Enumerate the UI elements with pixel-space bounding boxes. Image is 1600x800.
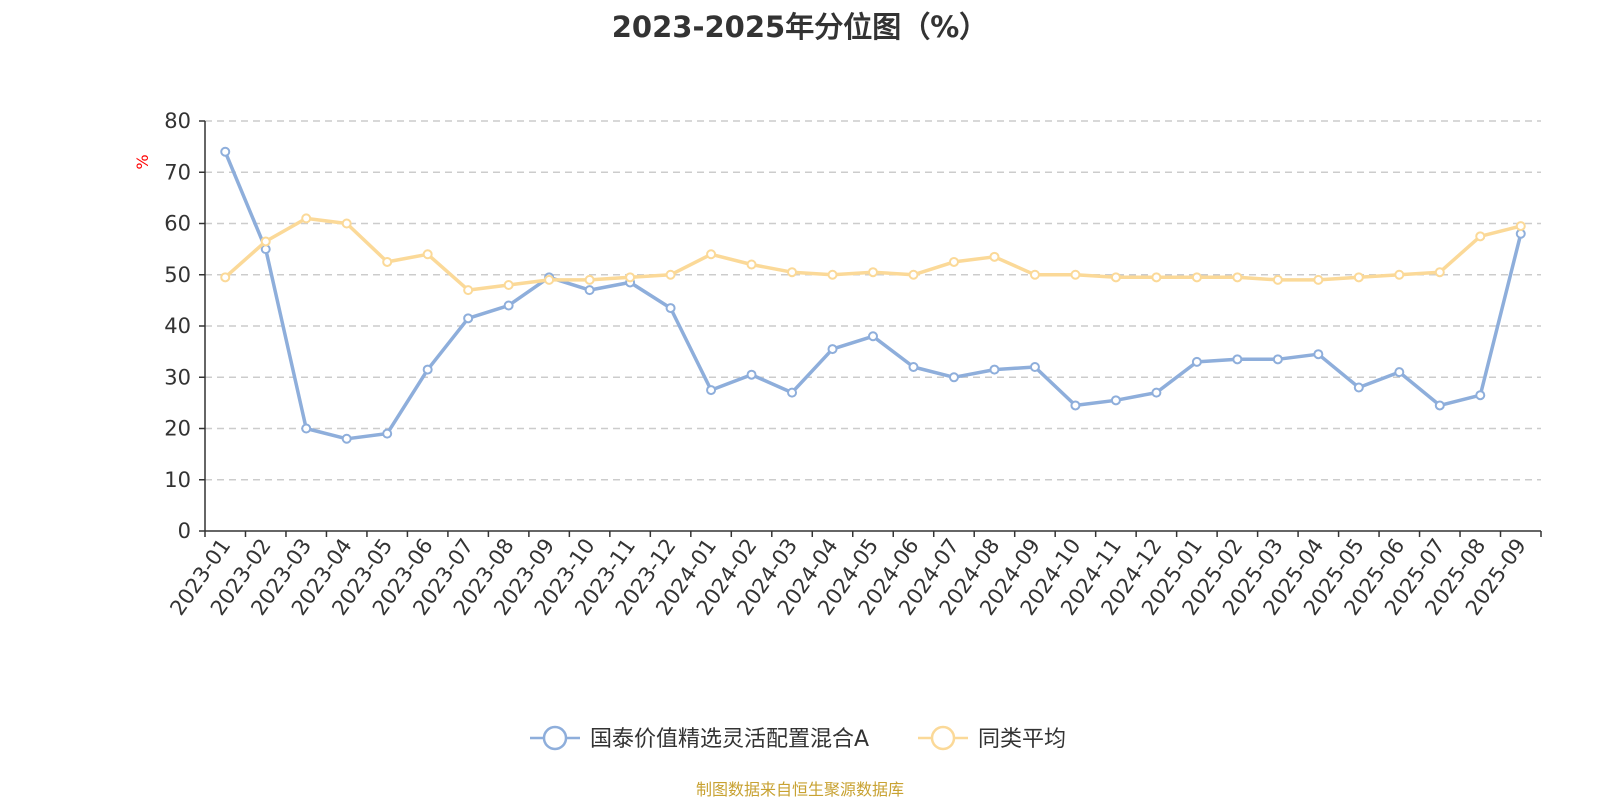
- data-point[interactable]: [746, 369, 757, 380]
- data-point[interactable]: [908, 362, 919, 372]
- data-point[interactable]: [989, 251, 1000, 262]
- data-point[interactable]: [260, 236, 271, 247]
- data-point[interactable]: [665, 303, 676, 314]
- data-point[interactable]: [1191, 272, 1202, 283]
- data-point[interactable]: [1232, 354, 1243, 365]
- data-point[interactable]: [1070, 400, 1081, 411]
- data-point[interactable]: [787, 387, 798, 398]
- y-tick-label: 20: [164, 417, 191, 441]
- data-point[interactable]: [584, 274, 595, 285]
- legend-label: 同类平均: [978, 727, 1066, 752]
- y-tick-label: 10: [164, 468, 191, 492]
- data-point[interactable]: [1232, 272, 1243, 283]
- data-point[interactable]: [220, 272, 231, 283]
- data-point[interactable]: [908, 269, 919, 280]
- data-point[interactable]: [1313, 349, 1324, 360]
- data-point[interactable]: [1151, 387, 1162, 398]
- data-point[interactable]: [1070, 269, 1081, 280]
- data-point[interactable]: [1029, 362, 1040, 372]
- legend-marker-icon: [542, 725, 568, 751]
- grid-lines: [205, 120, 1541, 481]
- data-point[interactable]: [301, 423, 312, 434]
- series-lines: [220, 146, 1526, 444]
- data-point[interactable]: [706, 385, 717, 396]
- data-point[interactable]: [1475, 390, 1486, 401]
- y-tick-label: 60: [164, 212, 191, 236]
- series-line: [223, 216, 1523, 292]
- series-line: [223, 150, 1523, 441]
- data-point[interactable]: [665, 269, 676, 280]
- data-point[interactable]: [1394, 269, 1405, 280]
- data-point[interactable]: [301, 213, 312, 224]
- data-point[interactable]: [1353, 382, 1364, 393]
- data-point[interactable]: [1394, 367, 1405, 378]
- data-point[interactable]: [948, 256, 959, 267]
- data-point[interactable]: [1110, 272, 1121, 283]
- data-point[interactable]: [584, 285, 595, 296]
- data-point[interactable]: [1151, 272, 1162, 283]
- source-note: 制图数据来自恒生聚源数据库: [695, 780, 904, 799]
- data-point[interactable]: [868, 331, 878, 342]
- y-axis-unit-label: %: [133, 154, 152, 169]
- legend-label: 国泰价值精选灵活配置混合A: [590, 727, 869, 752]
- data-point[interactable]: [1434, 267, 1445, 278]
- data-point[interactable]: [787, 267, 798, 278]
- data-point[interactable]: [1272, 354, 1283, 365]
- data-point[interactable]: [1110, 395, 1121, 406]
- data-point[interactable]: [746, 259, 757, 270]
- data-point[interactable]: [706, 249, 717, 260]
- data-point[interactable]: [220, 146, 231, 157]
- legend-item-1[interactable]: 国泰价值精选灵活配置混合A: [530, 725, 869, 752]
- y-tick-label: 30: [164, 365, 191, 389]
- y-tick-label: 80: [164, 109, 191, 133]
- y-tick-label: 70: [164, 160, 191, 184]
- data-point[interactable]: [625, 272, 636, 283]
- data-point[interactable]: [463, 313, 474, 324]
- data-point[interactable]: [503, 300, 514, 311]
- legend-marker-icon: [930, 725, 956, 751]
- data-point[interactable]: [341, 433, 352, 444]
- data-point[interactable]: [989, 364, 1000, 375]
- y-tick-label: 50: [164, 263, 191, 287]
- data-point[interactable]: [1313, 274, 1324, 285]
- series-1: [220, 146, 1526, 444]
- data-point[interactable]: [1515, 221, 1526, 232]
- data-point[interactable]: [503, 280, 514, 290]
- data-point[interactable]: [341, 218, 352, 229]
- data-point[interactable]: [827, 269, 838, 280]
- data-point[interactable]: [422, 249, 433, 260]
- data-point[interactable]: [827, 344, 838, 355]
- data-point[interactable]: [1434, 400, 1445, 411]
- series-2: [220, 213, 1526, 296]
- data-point[interactable]: [544, 274, 555, 285]
- data-point[interactable]: [422, 364, 433, 375]
- data-point[interactable]: [382, 256, 393, 267]
- data-point[interactable]: [1029, 269, 1040, 280]
- data-point[interactable]: [1191, 356, 1202, 367]
- legend-item-2[interactable]: 同类平均: [918, 725, 1066, 752]
- data-point[interactable]: [463, 285, 474, 296]
- data-point[interactable]: [382, 428, 393, 439]
- y-tick-label: 0: [178, 519, 191, 543]
- data-point[interactable]: [1272, 274, 1283, 285]
- data-point[interactable]: [868, 267, 878, 278]
- data-point[interactable]: [1475, 231, 1486, 242]
- data-point[interactable]: [1353, 272, 1364, 283]
- data-point[interactable]: [948, 372, 959, 383]
- legend: 国泰价值精选灵活配置混合A 同类平均: [530, 725, 1066, 752]
- y-tick-label: 40: [164, 314, 191, 338]
- chart-title: 2023-2025年分位图（%）: [611, 10, 989, 44]
